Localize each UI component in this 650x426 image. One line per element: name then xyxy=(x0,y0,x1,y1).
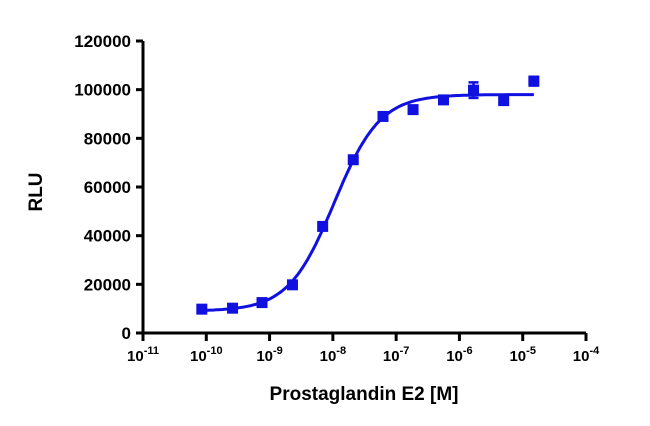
point-marker xyxy=(407,104,419,116)
y-tick-label: 40000 xyxy=(84,227,131,246)
point-marker xyxy=(196,303,208,315)
data-point xyxy=(468,81,480,100)
data-point xyxy=(196,303,208,315)
x-tick-exponent: -6 xyxy=(463,345,473,357)
data-point xyxy=(498,95,510,107)
data-point xyxy=(347,154,359,166)
y-tick-label: 0 xyxy=(122,324,131,343)
x-tick-exponent: -5 xyxy=(526,345,536,357)
data-point xyxy=(227,302,239,314)
y-axis-ticks: 0 20000 40000 60000 80000 100000 120000 xyxy=(74,32,143,343)
x-tick-label: 10-6 xyxy=(446,345,472,365)
y-tick-label: 80000 xyxy=(84,129,131,148)
point-marker xyxy=(227,302,239,314)
data-point xyxy=(256,297,268,309)
y-axis-title: RLU xyxy=(26,172,47,211)
x-tick-label: 10-5 xyxy=(509,345,535,365)
y-tick-label: 20000 xyxy=(84,275,131,294)
x-tick-base: 10 xyxy=(383,348,400,365)
point-marker xyxy=(347,154,359,166)
data-point xyxy=(407,104,419,116)
x-tick-label: 10-7 xyxy=(383,345,409,365)
x-tick-exponent: -7 xyxy=(400,345,410,357)
x-tick-label: 10-8 xyxy=(320,345,346,365)
x-axis-title: Prostaglandin E2 [M] xyxy=(270,384,459,405)
x-tick-base: 10 xyxy=(509,348,526,365)
x-tick-base: 10 xyxy=(127,348,144,365)
y-tick-label: 60000 xyxy=(84,178,131,197)
data-point xyxy=(286,279,298,291)
data-point xyxy=(528,75,540,87)
x-tick-base: 10 xyxy=(573,348,590,365)
data-points xyxy=(196,75,540,315)
x-tick-exponent: -9 xyxy=(273,345,283,357)
point-marker xyxy=(498,95,510,107)
data-point xyxy=(377,110,389,122)
data-point xyxy=(437,94,449,106)
data-point xyxy=(317,220,329,232)
x-tick-exponent: -8 xyxy=(336,345,346,357)
point-marker xyxy=(377,110,389,122)
y-tick-label: 100000 xyxy=(74,81,131,100)
x-tick-base: 10 xyxy=(190,348,207,365)
x-tick-label: 10-10 xyxy=(190,345,223,365)
x-axis-ticks: 10-11 10-10 10-9 10-8 10-7 10-6 10-5 10-4 xyxy=(127,333,600,365)
x-tick-base: 10 xyxy=(256,348,273,365)
point-marker xyxy=(256,297,268,309)
point-marker xyxy=(468,84,480,96)
x-tick-base: 10 xyxy=(446,348,463,365)
x-tick-base: 10 xyxy=(320,348,337,365)
x-tick-exponent: -4 xyxy=(589,345,600,357)
y-tick-label: 120000 xyxy=(74,32,131,51)
point-marker xyxy=(528,75,540,87)
x-tick-label: 10-11 xyxy=(127,345,159,365)
point-marker xyxy=(437,94,449,106)
x-axis: 10-11 10-10 10-9 10-8 10-7 10-6 10-5 10-4 xyxy=(127,331,600,365)
x-tick-label: 10-9 xyxy=(256,345,282,365)
y-axis: 0 20000 40000 60000 80000 100000 120000 xyxy=(74,32,145,343)
point-marker xyxy=(286,279,298,291)
fit-curve xyxy=(201,93,534,312)
point-marker xyxy=(317,220,329,232)
x-tick-label: 10-4 xyxy=(573,345,600,365)
x-tick-exponent: -11 xyxy=(144,345,159,357)
x-tick-exponent: -10 xyxy=(207,345,223,357)
